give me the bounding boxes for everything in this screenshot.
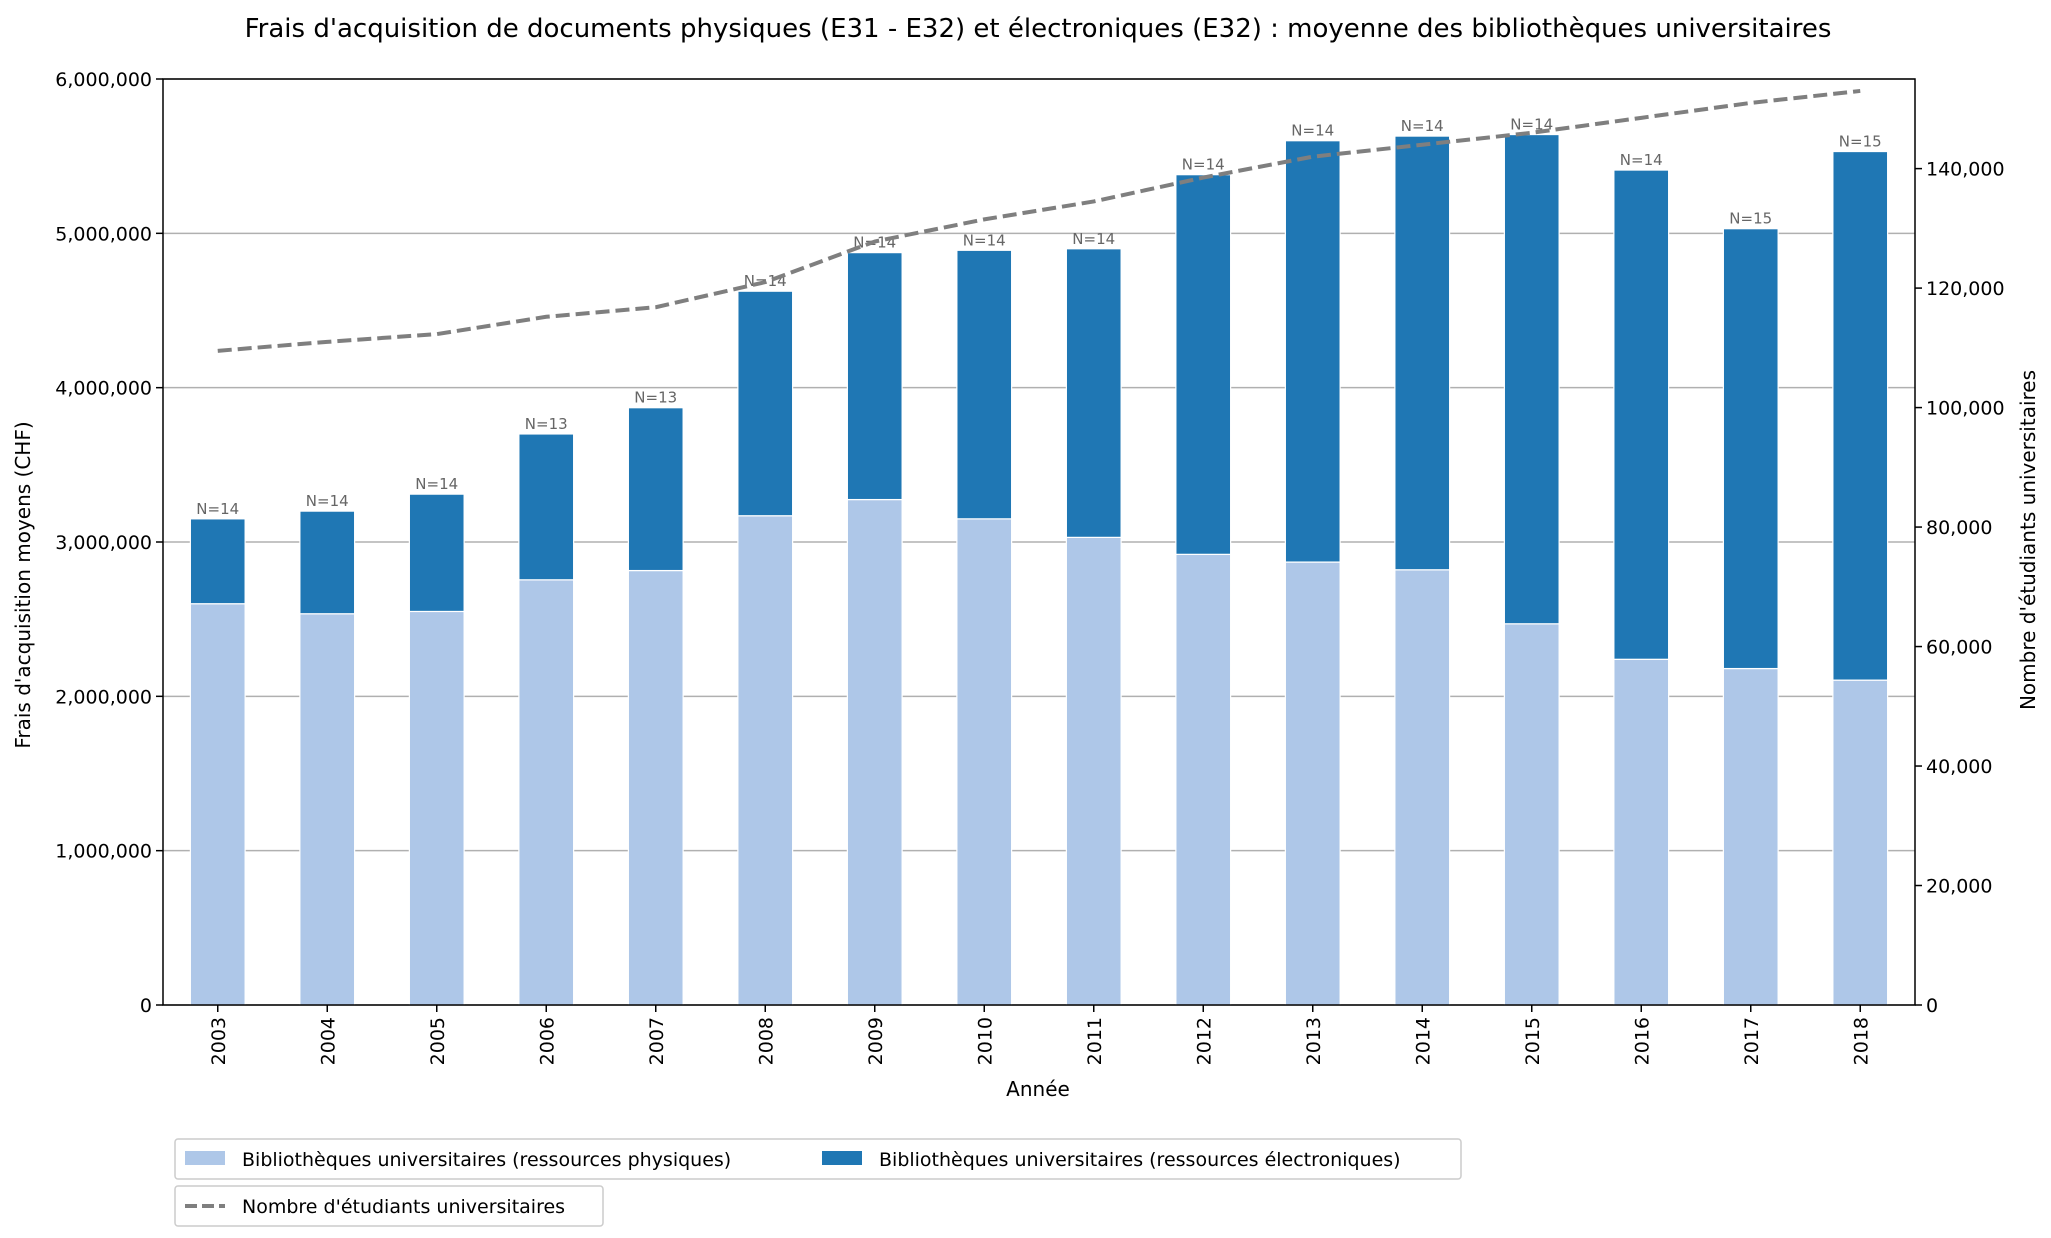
y2-tick-label: 0 [1926,995,1938,1017]
bar-electronique-2015 [1503,133,1560,625]
bar-physique-2011 [1065,536,1122,1006]
bar-electronique-2017 [1722,228,1779,670]
y-tick-label: 3,000,000 [55,532,152,554]
legend-box-bars [174,1138,1462,1180]
y-tick-label: 1,000,000 [55,841,152,863]
bar-physique-2015 [1503,623,1560,1006]
bar-electronique-2018 [1832,150,1889,681]
bar-physique-2008 [737,515,794,1006]
x-tick-label: 2005 [427,1017,449,1065]
x-tick-label: 2017 [1741,1017,1763,1065]
x-tick-label: 2009 [865,1017,887,1065]
bar-annotations: N=14 N=14 N=14 N=13 N=13 N=14 N=14 N=14 N=14 N=14… [196,116,1881,518]
y-tick-label: 6,000,000 [55,69,152,91]
bar-electronique-2006 [518,433,575,581]
bar-physique-2010 [956,518,1013,1006]
bar-annotation-2011: N=14 [1072,230,1115,248]
bar-electronique-2007 [627,407,684,572]
y2-tick-label: 40,000 [1926,756,1992,778]
bar-physique-2014 [1394,569,1451,1006]
legend-swatch-physique [185,1151,225,1165]
legend-swatch-electronique [822,1151,862,1165]
bar-electronique-2005 [408,493,465,613]
bar-physique-2005 [408,610,465,1006]
y-axis-label: Frais d'acquisition moyens (CHF) [11,421,35,748]
x-tick-label: 2016 [1631,1017,1653,1065]
student-line [217,88,1861,353]
bar-physique-2007 [627,569,684,1006]
bar-electronique-2011 [1065,248,1122,538]
bar-electronique-2013 [1284,140,1341,563]
axes: 0 1,000,000 2,000,000 3,000,000 4,000,000 5,0… [55,69,2004,1065]
x-tick-label: 2013 [1303,1017,1325,1065]
legend-label-physique: Bibliothèques universitaires (ressources… [242,1149,731,1171]
y-tick-label: 2,000,000 [55,686,152,708]
bar-physique-2018 [1832,679,1889,1006]
y2-tick-label: 60,000 [1926,637,1992,659]
x-tick-label: 2014 [1412,1017,1434,1065]
bar-annotation-2005: N=14 [415,475,458,493]
x-tick-label: 2007 [646,1017,668,1065]
legend: Bibliothèques universitaires (ressources… [174,1138,1462,1227]
bar-physique-2016 [1613,658,1670,1006]
y-tick-label: 5,000,000 [55,223,152,245]
x-tick-label: 2011 [1084,1017,1106,1065]
x-axis-label: Année [1006,1077,1070,1101]
x-tick-label: 2003 [208,1017,230,1065]
bar-annotation-2010: N=14 [963,231,1006,249]
y-tick-label: 4,000,000 [55,378,152,400]
x-tick-label: 2004 [317,1017,339,1065]
student-line-path [217,88,1861,353]
bar-annotation-2006: N=13 [525,415,568,433]
bar-annotation-2007: N=13 [634,389,677,407]
bar-physique-2006 [518,579,575,1006]
bar-electronique-2010 [956,249,1013,520]
x-tick-label: 2010 [974,1017,996,1065]
bar-electronique-2008 [737,290,794,517]
legend-label-electronique: Bibliothèques universitaires (ressources… [879,1149,1401,1171]
bar-electronique-2016 [1613,169,1670,660]
bar-annotation-2016: N=14 [1620,151,1663,169]
y2-axis-label: Nombre d'étudiants universitaires [2016,370,2040,710]
y-tick-label: 0 [140,995,152,1017]
y2-tick-label: 100,000 [1926,398,2005,420]
bar-annotation-2013: N=14 [1291,122,1334,140]
bar-physique-2009 [846,498,903,1006]
x-tick-label: 2015 [1522,1017,1544,1065]
bar-physique-2013 [1284,561,1341,1006]
x-tick-label: 2018 [1850,1017,1872,1065]
bar-physique-2017 [1722,667,1779,1006]
x-tick-label: 2008 [755,1017,777,1065]
legend-box-line [174,1185,604,1227]
bar-physique-2003 [189,603,246,1006]
x-tick-label: 2012 [1193,1017,1215,1065]
bar-electronique-2004 [299,510,356,615]
bars [189,133,1889,1006]
y2-tick-label: 80,000 [1926,517,1992,539]
y2-tick-label: 20,000 [1926,876,1992,898]
bar-annotation-2012: N=14 [1182,156,1225,174]
y2-tick-label: 140,000 [1926,159,2005,181]
bar-electronique-2003 [189,518,246,605]
bar-electronique-2012 [1175,174,1232,555]
bar-annotation-2003: N=14 [196,500,239,518]
bar-electronique-2014 [1394,135,1451,571]
y2-tick-label: 120,000 [1926,278,2005,300]
chart-title: Frais d'acquisition de documents physiqu… [245,14,1832,44]
bar-annotation-2018: N=15 [1839,133,1882,151]
legend-label-students: Nombre d'étudiants universitaires [242,1196,565,1218]
bar-electronique-2009 [846,252,903,501]
bar-annotation-2004: N=14 [306,492,349,510]
bar-annotation-2015: N=14 [1510,116,1553,134]
bar-physique-2012 [1175,553,1232,1006]
bar-annotation-2017: N=15 [1729,210,1772,228]
bar-physique-2004 [299,613,356,1006]
x-tick-label: 2006 [536,1017,558,1065]
bar-annotation-2014: N=14 [1401,117,1444,135]
